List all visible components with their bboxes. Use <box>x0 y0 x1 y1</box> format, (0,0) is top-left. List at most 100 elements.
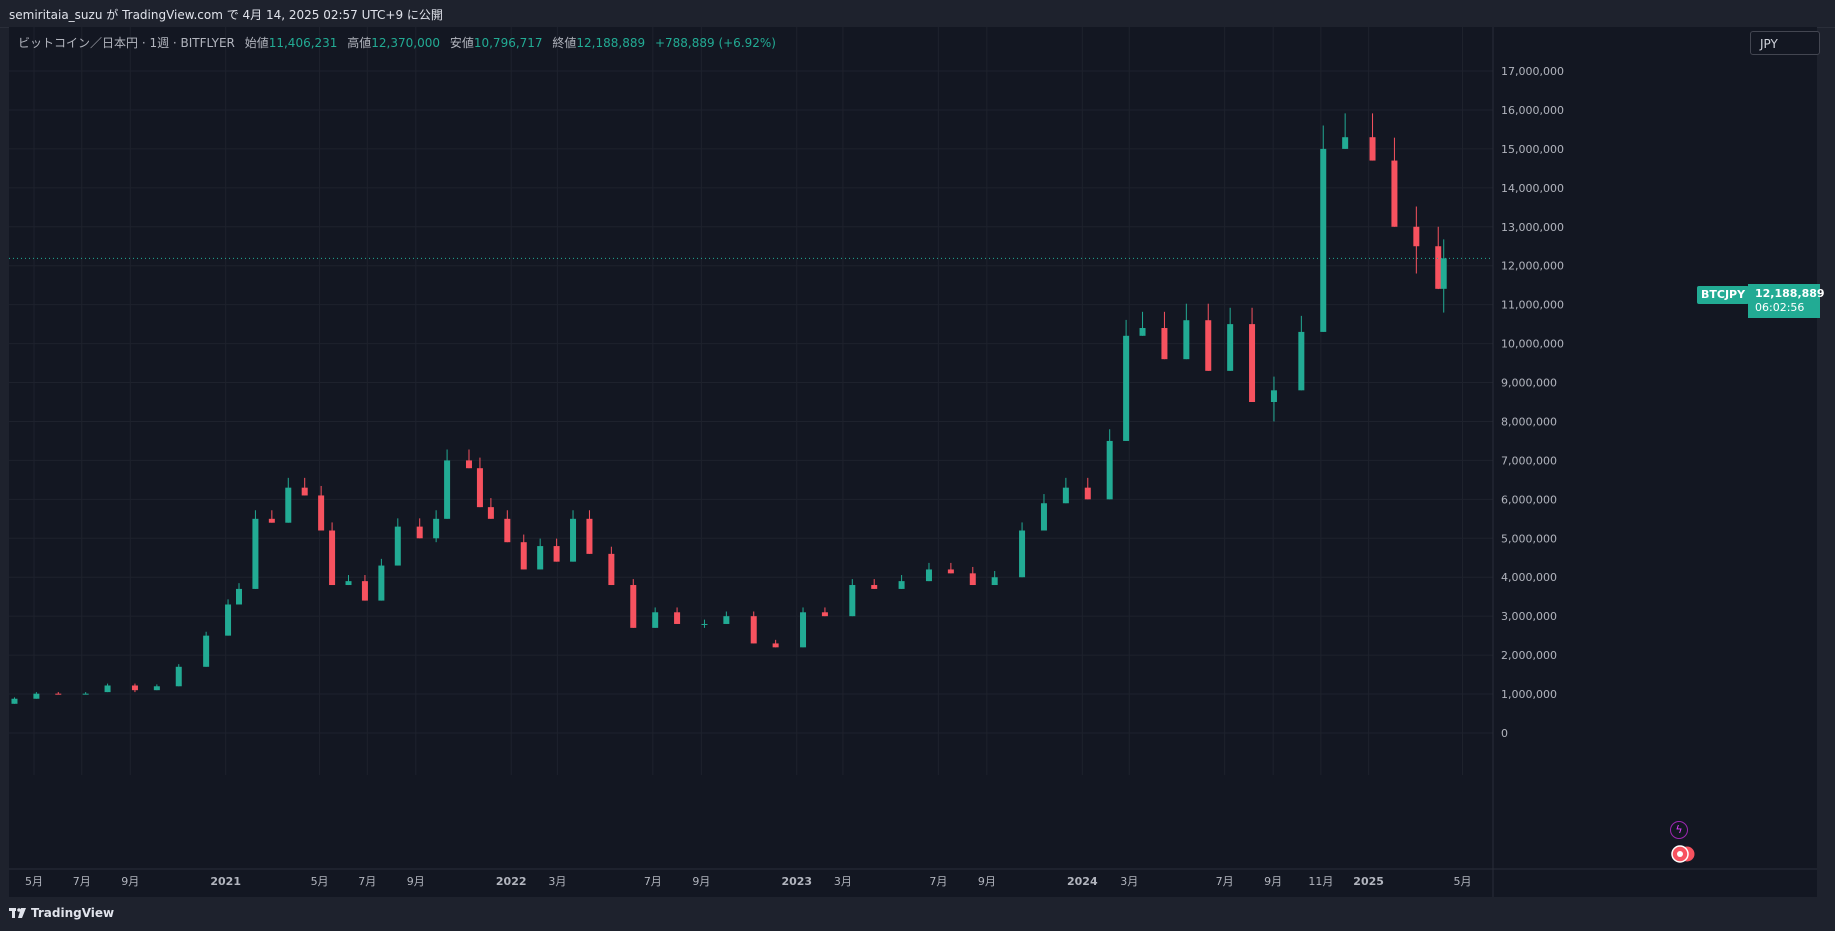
candle-body <box>1183 320 1190 360</box>
candle-body <box>821 612 828 617</box>
candle-body <box>235 588 242 605</box>
candle-body <box>361 581 368 601</box>
record-icon[interactable] <box>1670 845 1696 863</box>
brand-name: TradingView <box>31 906 115 920</box>
brand[interactable]: TradingView <box>9 906 114 920</box>
y-tick-label: 10,000,000 <box>1501 338 1564 351</box>
candle-body <box>1342 137 1349 149</box>
x-tick-label: 2025 <box>1353 875 1384 888</box>
y-tick-label: 17,000,000 <box>1501 65 1564 78</box>
candle-body <box>608 553 615 586</box>
bar-countdown: 06:02:56 <box>1755 301 1805 314</box>
candle-body <box>175 666 182 687</box>
x-tick-label: 7月 <box>1216 875 1234 888</box>
candle-body <box>416 526 423 539</box>
ohlc-legend: ビットコイン／日本円 · 1週 · BITFLYER 始値11,406,231 … <box>18 34 776 51</box>
candle-body <box>285 487 292 523</box>
x-tick-label: 9月 <box>1264 875 1282 888</box>
candle-body <box>444 460 451 519</box>
candle-body <box>131 685 138 691</box>
low-label: 安値 <box>449 36 474 50</box>
y-tick-label: 15,000,000 <box>1501 143 1564 156</box>
candle-body <box>1106 440 1113 500</box>
y-tick-label: 6,000,000 <box>1501 493 1557 506</box>
candle-body <box>1435 246 1442 289</box>
candle-body <box>1320 148 1327 332</box>
chart-frame[interactable] <box>9 27 1817 897</box>
x-tick-label: 7月 <box>644 875 662 888</box>
x-tick-label: 2023 <box>781 875 812 888</box>
x-tick-label: 3月 <box>1120 875 1138 888</box>
candle-body <box>1205 320 1212 371</box>
x-tick-label: 7月 <box>73 875 91 888</box>
flash-icon[interactable]: ϟ <box>1670 821 1688 839</box>
candle-body <box>652 612 659 628</box>
candle-body <box>11 698 18 704</box>
candle-body <box>504 518 511 543</box>
publish-bar: semiritaia_suzu が TradingView.com で 4月 1… <box>0 0 1835 28</box>
y-tick-label: 7,000,000 <box>1501 454 1557 467</box>
y-tick-label: 9,000,000 <box>1501 377 1557 390</box>
y-tick-label: 8,000,000 <box>1501 415 1557 428</box>
candle-body <box>55 693 62 695</box>
candle-body <box>301 487 308 496</box>
candle-body <box>1249 324 1256 402</box>
close-value: 12,188,889 <box>576 36 646 50</box>
candle-body <box>1123 335 1130 441</box>
x-tick-label: 9月 <box>121 875 139 888</box>
candle-body <box>318 495 325 531</box>
high-label: 高値 <box>347 36 372 50</box>
x-tick-label: 2022 <box>496 875 527 888</box>
currency-selector[interactable]: JPY <box>1750 31 1820 55</box>
candle-body <box>1084 487 1091 500</box>
candle-body <box>252 518 259 589</box>
price-chart[interactable]: 0 1,000,000 2,000,000 3,000,000 4,000,000 5,0… <box>9 27 1817 897</box>
y-tick-label: 16,000,000 <box>1501 104 1564 117</box>
x-tick-label: 9月 <box>692 875 710 888</box>
symbol-label: ビットコイン／日本円 · 1週 · BITFLYER <box>18 36 235 50</box>
candle-body <box>925 569 932 582</box>
candle-body <box>1440 258 1447 289</box>
open-label: 始値 <box>244 36 269 50</box>
candle-body <box>674 612 681 624</box>
candle-body <box>898 581 905 589</box>
open-value: 11,406,231 <box>268 36 338 50</box>
x-tick-label: 5月 <box>25 875 43 888</box>
candle-body <box>947 569 954 574</box>
y-tick-label: 0 <box>1501 727 1508 740</box>
candle-body <box>570 518 577 562</box>
candle-body <box>1227 324 1234 371</box>
candle-body <box>772 643 779 648</box>
bottom-bar <box>0 897 1835 931</box>
candle-body <box>487 507 494 519</box>
x-tick-label: 11月 <box>1308 875 1333 888</box>
y-tick-label: 4,000,000 <box>1501 571 1557 584</box>
close-label: 終値 <box>552 36 577 50</box>
y-tick-label: 12,000,000 <box>1501 260 1564 273</box>
candle-body <box>1391 160 1398 227</box>
x-tick-label: 5月 <box>311 875 329 888</box>
candle-body <box>465 460 472 469</box>
y-tick-label: 14,000,000 <box>1501 182 1564 195</box>
x-tick-label: 9月 <box>978 875 996 888</box>
y-tick-label: 13,000,000 <box>1501 221 1564 234</box>
candle-body <box>33 693 40 699</box>
candle-body <box>225 604 232 636</box>
high-value: 12,370,000 <box>371 36 440 50</box>
candle-body <box>1298 331 1305 391</box>
x-tick-label: 2024 <box>1067 875 1098 888</box>
candle-body <box>1369 137 1376 161</box>
y-tick-label: 1,000,000 <box>1501 688 1557 701</box>
y-tick-label: 5,000,000 <box>1501 532 1557 545</box>
candle-body <box>723 616 730 624</box>
candle-body <box>991 577 998 586</box>
candle-body <box>1040 503 1047 531</box>
candle-body <box>1413 226 1420 247</box>
x-tick-label: 3月 <box>834 875 852 888</box>
candle-body <box>1062 487 1069 504</box>
x-tick-label: 7月 <box>929 875 947 888</box>
candle-body <box>1270 390 1277 402</box>
candle-body <box>537 546 544 570</box>
candle-body <box>82 693 89 695</box>
candle-body <box>329 530 336 586</box>
